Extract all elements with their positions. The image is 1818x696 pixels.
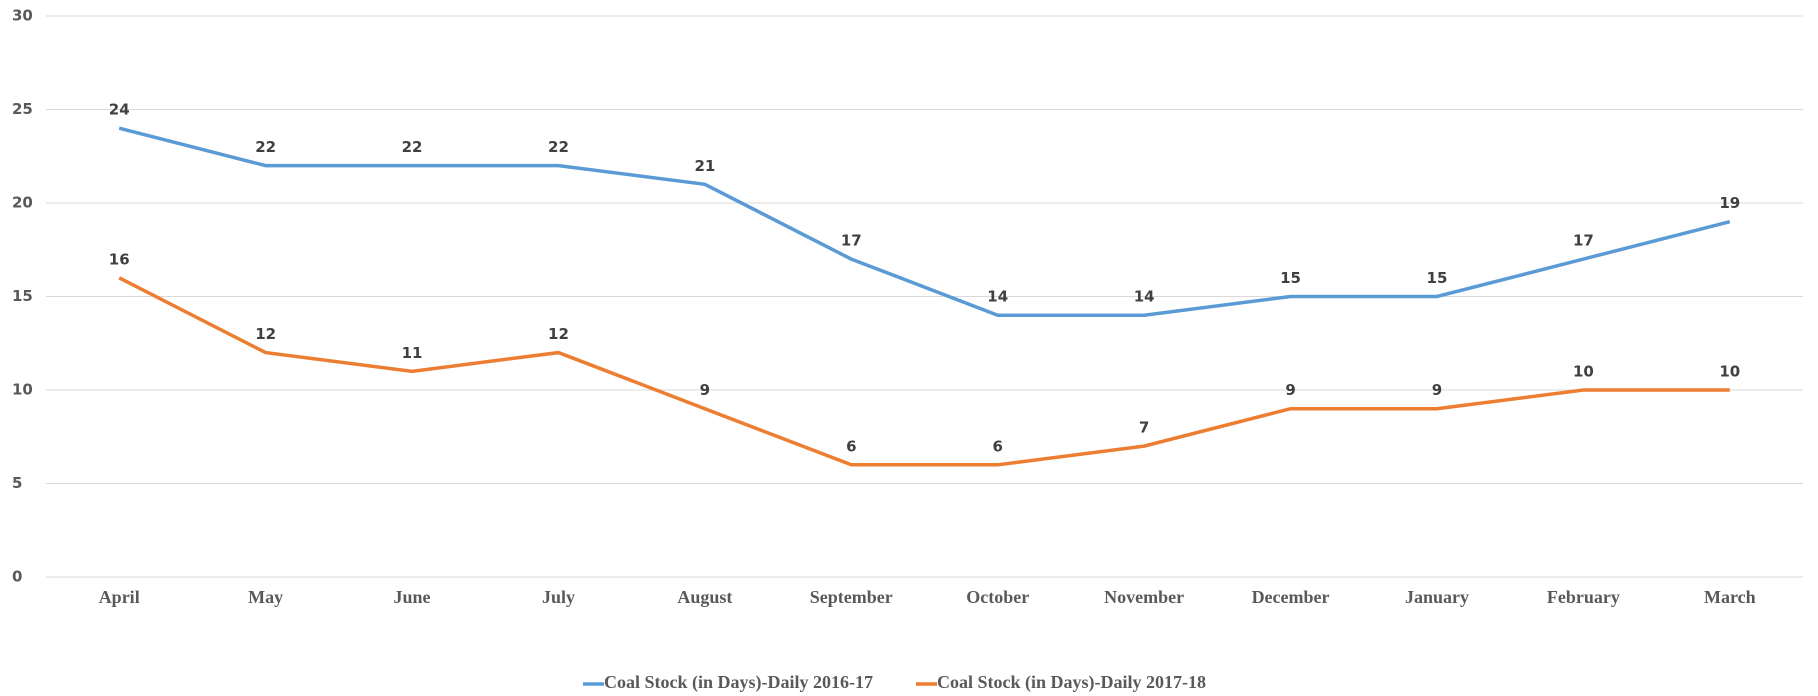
x-tick-label: December — [1252, 587, 1330, 607]
x-tick-label: May — [248, 587, 283, 607]
series-line — [118, 126, 1731, 317]
data-label: 22 — [548, 138, 569, 156]
y-tick-label: 25 — [12, 100, 33, 118]
legend-label: Coal Stock (in Days)-Daily 2017-18 — [937, 672, 1206, 693]
legend-label: Coal Stock (in Days)-Daily 2016-17 — [604, 672, 873, 693]
data-label: 21 — [694, 157, 715, 175]
data-label: 19 — [1719, 194, 1740, 212]
data-label: 6 — [846, 437, 856, 455]
data-label: 15 — [1427, 269, 1448, 287]
data-label: 14 — [1134, 288, 1155, 306]
data-label: 9 — [700, 381, 710, 399]
data-label: 14 — [987, 288, 1008, 306]
data-label: 22 — [255, 138, 276, 156]
y-tick-label: 30 — [12, 7, 33, 25]
data-label: 12 — [548, 325, 569, 343]
data-label: 15 — [1280, 269, 1301, 287]
x-tick-label: November — [1104, 587, 1184, 607]
data-label: 6 — [992, 437, 1002, 455]
y-tick-label: 20 — [12, 194, 33, 212]
y-tick-label: 15 — [12, 287, 33, 305]
data-label: 24 — [109, 101, 130, 119]
x-tick-label: February — [1547, 587, 1620, 607]
data-label: 9 — [1432, 381, 1442, 399]
x-tick-label: January — [1405, 587, 1469, 607]
x-tick-label: July — [542, 587, 575, 607]
x-tick-label: August — [677, 587, 732, 607]
data-label: 10 — [1719, 363, 1740, 381]
x-tick-label: March — [1704, 587, 1756, 607]
data-label: 9 — [1285, 381, 1295, 399]
x-tick-label: September — [810, 587, 893, 607]
data-label: 22 — [402, 138, 423, 156]
series-line — [118, 276, 1730, 467]
data-label: 10 — [1573, 363, 1594, 381]
x-tick-label: June — [394, 587, 431, 607]
y-tick-label: 10 — [12, 381, 33, 399]
x-tick-label: April — [99, 587, 140, 607]
data-label: 17 — [1573, 232, 1594, 250]
data-label: 11 — [402, 344, 423, 362]
data-label: 7 — [1139, 419, 1149, 437]
data-label: 12 — [255, 325, 276, 343]
y-tick-label: 0 — [12, 568, 22, 586]
x-tick-label: October — [966, 587, 1029, 607]
data-label: 17 — [841, 232, 862, 250]
data-label: 16 — [109, 250, 130, 268]
y-tick-label: 5 — [12, 474, 22, 492]
